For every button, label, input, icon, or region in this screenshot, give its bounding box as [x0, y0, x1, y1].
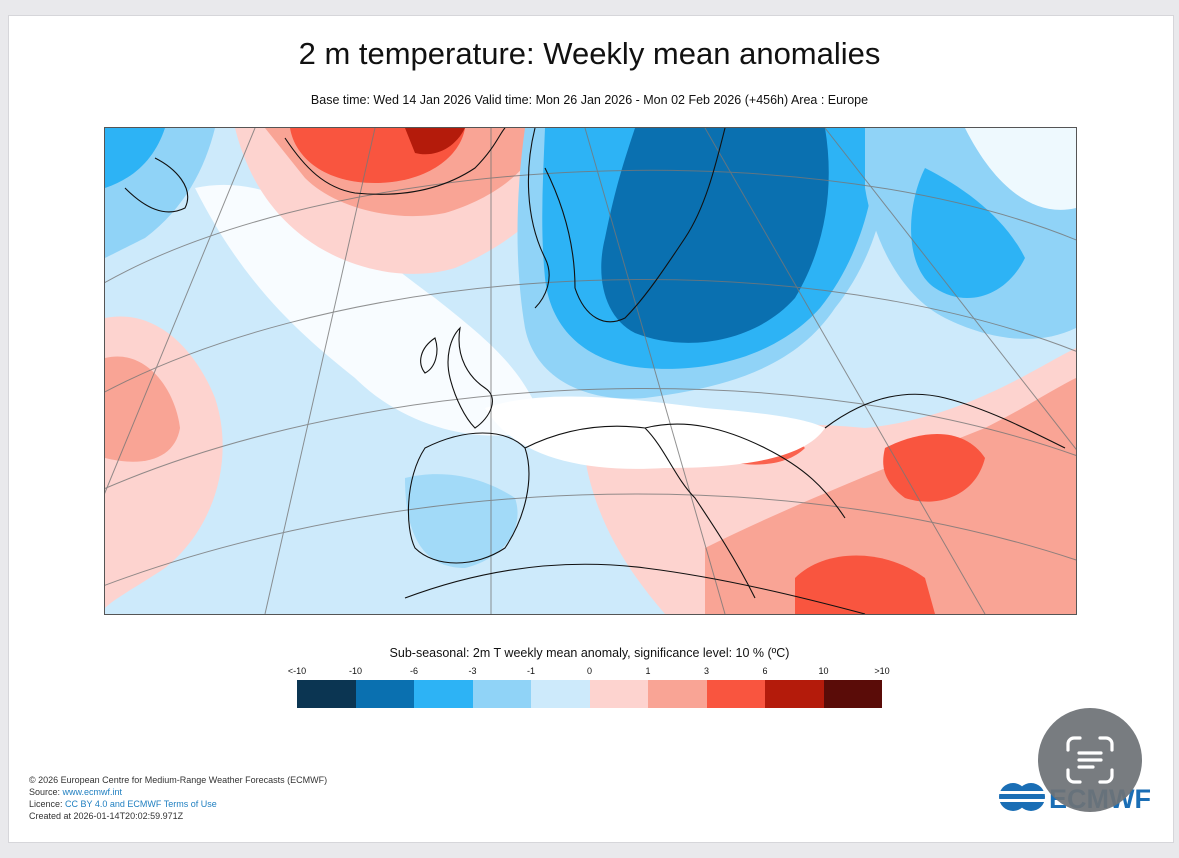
- legend-tick-label: 10: [818, 666, 829, 676]
- created-text: Created at 2026-01-14T20:02:59.971Z: [29, 811, 184, 821]
- licence-line: Licence: CC BY 4.0 and ECMWF Terms of Us…: [29, 798, 327, 810]
- legend-colorbar: [297, 680, 882, 708]
- page-title: 2 m temperature: Weekly mean anomalies: [298, 36, 881, 71]
- legend-tick-label: 1: [645, 666, 651, 676]
- legend-swatch: [531, 680, 590, 708]
- legend-swatch: [589, 680, 648, 708]
- legend-tick-label: -1: [526, 666, 536, 676]
- legend-tick-label: 0: [586, 666, 593, 676]
- legend-tick-label: 6: [762, 666, 768, 676]
- legend-tick-label: 3: [703, 666, 710, 676]
- legend-tick-label: -6: [409, 666, 419, 676]
- legend-ticks: <-10 -10 -6 -3 -1 0 1 3 6 10 >10: [0, 666, 1179, 678]
- legend-swatch: [648, 680, 707, 708]
- text-scan-icon: [1066, 736, 1114, 784]
- anomaly-map: [104, 127, 1077, 615]
- source-link[interactable]: www.ecmwf.int: [62, 787, 123, 797]
- legend-swatch: [765, 680, 824, 708]
- legend-tick-label: -10: [348, 666, 363, 676]
- source-label: Source:: [29, 787, 63, 797]
- legend-tick-label: <-10: [287, 666, 307, 676]
- text-scan-button[interactable]: [1038, 708, 1142, 812]
- legend-swatch: [706, 680, 765, 708]
- footer-credits: © 2026 European Centre for Medium-Range …: [29, 774, 327, 822]
- legend-swatch: [472, 680, 531, 708]
- licence-label: Licence:: [29, 799, 66, 809]
- legend-swatch: [823, 680, 882, 708]
- legend-swatch: [414, 680, 473, 708]
- legend-swatch: [297, 680, 356, 708]
- legend-tick-label: -3: [468, 666, 477, 676]
- licence-link[interactable]: CC BY 4.0 and ECMWF Terms of Use: [65, 799, 217, 809]
- copyright-text: © 2026 European Centre for Medium-Range …: [29, 775, 328, 785]
- legend-title: Sub-seasonal: 2m T weekly mean anomaly, …: [389, 646, 790, 660]
- legend-swatch: [355, 680, 414, 708]
- source-line: Source: www.ecmwf.int: [29, 786, 327, 798]
- page-subtitle: Base time: Wed 14 Jan 2026 Valid time: M…: [310, 93, 869, 107]
- anomaly-map-svg: [105, 128, 1076, 614]
- legend-tick-label: >10: [874, 666, 890, 676]
